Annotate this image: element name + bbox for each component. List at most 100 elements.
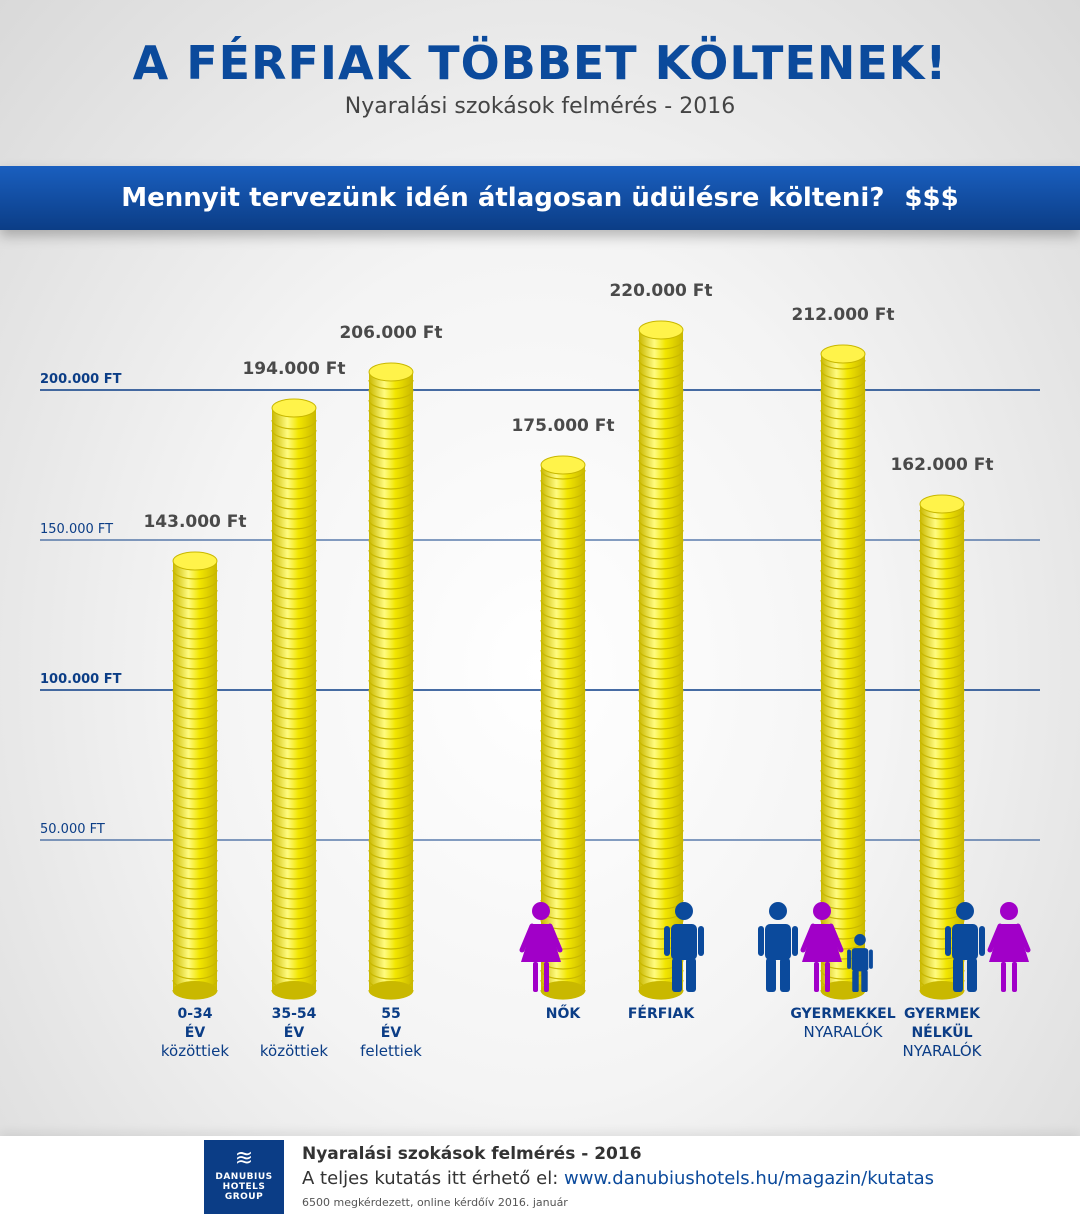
man-icon-4-0-head — [675, 902, 693, 920]
man-icon-5-0-arm-left — [758, 926, 764, 956]
man-icon-4-0-leg-left — [672, 958, 682, 992]
category-sublabel-5-0: NYARALÓK — [803, 1022, 883, 1041]
bar-coin-stack-5 — [820, 344, 866, 1000]
man-icon-5-0-torso — [765, 924, 791, 960]
child-icon-5-2-leg-right — [861, 970, 868, 992]
man-icon-6-0-arm-right — [979, 926, 985, 956]
category-label-6-line-1: NÉLKÜL — [911, 1023, 972, 1041]
category-label-5: GYERMEKKEL — [790, 1006, 895, 1022]
woman-icon-6-1-leg-left — [1001, 962, 1006, 992]
category-label-2-line-1: ÉV — [381, 1024, 402, 1041]
footer: ≋ DANUBIUS HOTELS GROUP Nyaralási szokás… — [0, 1136, 1080, 1218]
bar-5-body — [821, 354, 865, 990]
footer-note: 6500 megkérdezett, online kérdőív 2016. … — [302, 1196, 568, 1209]
category-label-0-line-0: 0-34 — [177, 1006, 212, 1022]
danubius-logo: ≋ DANUBIUS HOTELS GROUP — [204, 1140, 284, 1214]
bar-coin-stack-1 — [271, 398, 317, 1000]
bar-0-top-coin — [172, 551, 218, 571]
category-label-1-line-1: ÉV — [284, 1024, 305, 1041]
child-icon-5-2-arm-left — [847, 949, 851, 969]
bar-1-top-coin — [271, 398, 317, 418]
bar-coin-stack-2 — [368, 362, 414, 1000]
child-icon-5-2-head — [854, 934, 866, 946]
woman-icon-5-1-leg-left — [814, 962, 819, 992]
man-icon-5-0-leg-right — [780, 958, 790, 992]
child-icon-5-2-leg-left — [852, 970, 859, 992]
woman-icon-6-1-arms — [987, 923, 1031, 953]
bar-value-label-3: 175.000 Ft — [511, 416, 614, 436]
bar-2-top-coin — [368, 362, 414, 382]
man-icon-5-0-head — [769, 902, 787, 920]
dollar-symbol: $$$ — [904, 183, 959, 213]
woman-icon-3-0-leg-left — [533, 962, 538, 992]
category-label-4: FÉRFIAK — [628, 1005, 696, 1022]
bar-value-label-6: 162.000 Ft — [890, 455, 993, 475]
bar-1-bottom — [272, 981, 316, 999]
woman-icon-5-1-arms — [800, 923, 844, 953]
man-icon-6-0-head — [956, 902, 974, 920]
bar-4-top-coin — [638, 320, 684, 340]
bar-coin-stack-6 — [919, 494, 965, 1000]
woman-icon-3-0-arms — [519, 923, 563, 953]
footer-link-prefix: A teljes kutatás itt érhető el: — [302, 1168, 565, 1189]
footer-survey-link[interactable]: www.danubiushotels.hu/magazin/kutatas — [564, 1168, 935, 1189]
y-tick-label-2: 100.000 FT — [40, 672, 122, 687]
category-label-2-line-0: 55 — [381, 1006, 400, 1022]
y-tick-label-3: 50.000 FT — [40, 822, 105, 837]
category-sublabel-6-0: NYARALÓK — [902, 1041, 982, 1060]
footer-link-line: A teljes kutatás itt érhető el: www.danu… — [302, 1168, 934, 1189]
question-text: Mennyit tervezünk idén átlagosan üdülésr… — [121, 183, 885, 213]
bar-5-top-coin — [820, 344, 866, 364]
question-banner: Mennyit tervezünk idén átlagosan üdülésr… — [0, 166, 1080, 230]
woman-icon-3-0-leg-right — [544, 962, 549, 992]
bar-0-body — [173, 561, 217, 990]
category-label-0-line-1: ÉV — [185, 1024, 206, 1041]
bar-coin-stack-4 — [638, 320, 684, 1000]
bar-0-bottom — [173, 981, 217, 999]
bar-3-bottom — [541, 981, 585, 999]
man-icon-6-0-torso — [952, 924, 978, 960]
woman-icon-6-1-leg-right — [1012, 962, 1017, 992]
child-icon-5-2-torso — [851, 948, 869, 972]
woman-icon-6-1-head — [1000, 902, 1018, 920]
spending-bar-chart: 200.000 FT 150.000 FT 100.000 FT 50.000 FT 1… — [40, 281, 1040, 1060]
bar-2-body — [369, 372, 413, 990]
page-subtitle: Nyaralási szokások felmérés - 2016 — [344, 94, 736, 119]
man-icon-6-0-leg-right — [967, 958, 977, 992]
bar-2-bottom — [369, 981, 413, 999]
child-icon-5-2-arm-right — [869, 949, 873, 969]
bar-value-label-1: 194.000 Ft — [242, 359, 345, 379]
y-tick-label-0: 200.000 FT — [40, 372, 122, 387]
bar-coin-stack-3 — [540, 455, 586, 1000]
category-label-3: NŐK — [546, 1004, 582, 1022]
man-icon-4-0-leg-right — [686, 958, 696, 992]
man-icon-4-0 — [664, 902, 704, 992]
woman-icon-5-1-head — [813, 902, 831, 920]
category-sublabel-1-0: közöttiek — [260, 1042, 329, 1060]
bar-3-top-coin — [540, 455, 586, 475]
bar-4-body — [639, 330, 683, 990]
footer-title: Nyaralási szokások felmérés - 2016 — [302, 1144, 642, 1164]
man-icon-6-0 — [945, 902, 985, 992]
man-icon-6-0-arm-left — [945, 926, 951, 956]
man-icon-5-0 — [758, 902, 798, 992]
danubius-logo-text: DANUBIUS HOTELS GROUP — [215, 1172, 273, 1202]
category-sublabel-0-0: közöttiek — [161, 1042, 230, 1060]
woman-icon-5-1 — [800, 902, 844, 992]
category-label-1-line-0: 35-54 — [272, 1006, 317, 1022]
bar-coin-stack-0 — [172, 551, 218, 1000]
y-tick-label-1: 150.000 FT — [40, 522, 113, 537]
bar-value-label-0: 143.000 Ft — [143, 512, 246, 532]
man-icon-5-0-leg-left — [766, 958, 776, 992]
woman-icon-6-1 — [987, 902, 1031, 992]
woman-icon-3-0-head — [532, 902, 550, 920]
bar-value-label-2: 206.000 Ft — [339, 323, 442, 343]
man-icon-4-0-arm-right — [698, 926, 704, 956]
danubius-logo-mark-icon: ≋ — [234, 1146, 254, 1171]
man-icon-4-0-torso — [671, 924, 697, 960]
man-icon-4-0-arm-left — [664, 926, 670, 956]
category-sublabel-2-0: felettiek — [360, 1042, 422, 1060]
man-icon-6-0-leg-left — [953, 958, 963, 992]
woman-icon-5-1-leg-right — [825, 962, 830, 992]
